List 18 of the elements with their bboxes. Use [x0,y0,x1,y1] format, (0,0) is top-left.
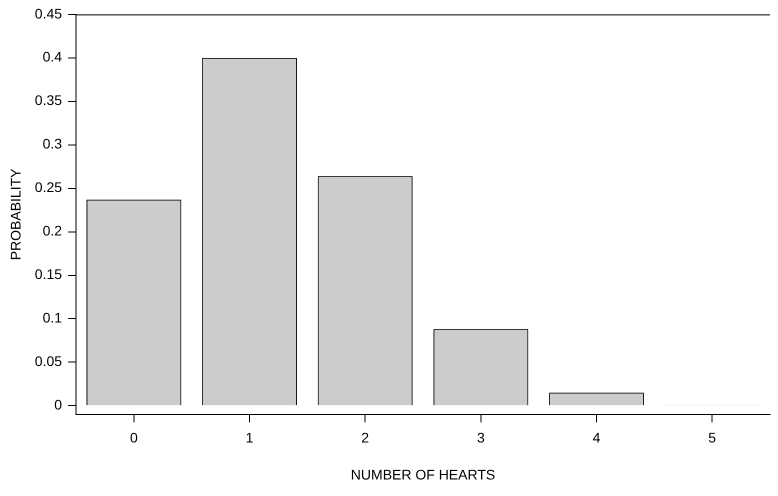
x-tick-label: 5 [708,430,716,446]
x-tick-label: 2 [361,430,370,446]
y-tick-label: 0.4 [42,48,62,65]
y-axis-title: PROBABILITY [7,168,24,260]
y-tick-label: 0.05 [34,353,62,370]
x-tick-label: 3 [476,430,485,446]
y-tick-label: 0.35 [34,92,62,108]
x-axis-title: NUMBER OF HEARTS [350,466,496,482]
y-tick-label: 0.45 [34,5,62,22]
y-tick-label: 0.25 [34,179,62,196]
y-tick-label: 0.3 [42,136,62,152]
y-tick-label: 0.1 [42,310,62,326]
y-tick-label: 0.15 [34,266,62,282]
y-tick-label: 0 [54,396,62,413]
x-tick-label: 0 [130,430,138,446]
x-tick-label: 1 [246,430,254,446]
y-tick-label: 0.2 [42,222,62,239]
x-tick-label: 4 [592,430,601,446]
